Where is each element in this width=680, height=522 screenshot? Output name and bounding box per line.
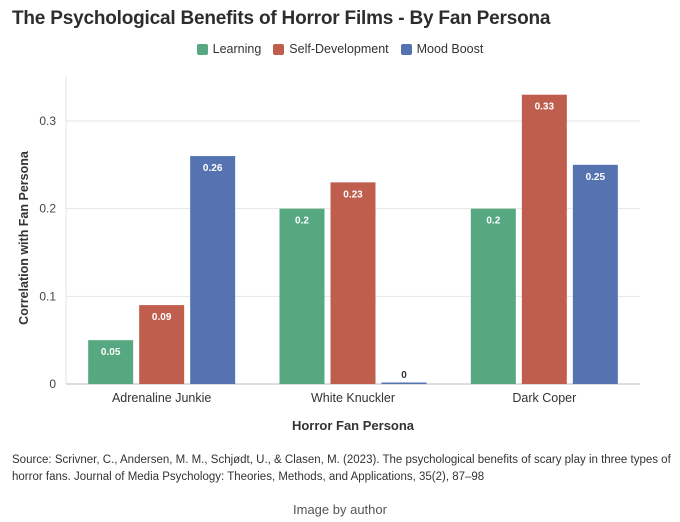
x-tick-label: White Knuckler <box>311 391 395 405</box>
data-label: 0.25 <box>586 172 606 183</box>
y-tick-label: 0.3 <box>39 114 56 128</box>
legend-swatch-learning <box>196 43 208 55</box>
bar-mood-boost-0 <box>190 156 236 384</box>
y-tick-label: 0.1 <box>39 289 56 303</box>
legend: Learning Self-Development Mood Boost <box>0 42 680 56</box>
bar-mood-boost-1 <box>381 382 427 384</box>
legend-label-self-development: Self-Development <box>289 42 389 56</box>
source-citation: Source: Scrivner, C., Andersen, M. M., S… <box>12 454 671 483</box>
legend-swatch-self-development <box>273 43 285 55</box>
data-label: 0.2 <box>295 216 309 227</box>
x-tick-label: Dark Coper <box>512 391 576 405</box>
legend-item-self-development[interactable]: Self-Development <box>273 42 389 56</box>
y-tick-label: 0.2 <box>39 202 56 216</box>
x-tick-label: Adrenaline Junkie <box>112 391 211 405</box>
data-label: 0.2 <box>486 216 500 227</box>
legend-item-learning[interactable]: Learning <box>196 42 262 56</box>
chart-title: The Psychological Benefits of Horror Fil… <box>12 8 551 29</box>
legend-label-mood-boost: Mood Boost <box>416 42 484 56</box>
data-label: 0.33 <box>535 102 555 113</box>
bar-self-development-0 <box>139 305 185 384</box>
bar-self-development-2 <box>521 94 567 384</box>
bar-learning-2 <box>470 208 516 384</box>
data-label: 0.09 <box>152 312 172 323</box>
data-label: 0 <box>401 370 407 381</box>
data-label: 0.26 <box>203 163 223 174</box>
bar-learning-0 <box>88 340 134 384</box>
bar-learning-1 <box>279 208 325 384</box>
legend-swatch-mood-boost <box>400 43 412 55</box>
bar-chart: 0 0.1 0.2 0.3 0.05 0.09 0.26 Adrenaline Junkie 0… <box>17 76 640 433</box>
y-axis-title: Correlation with Fan Persona <box>17 150 31 325</box>
y-tick-label: 0 <box>49 377 56 391</box>
legend-label-learning: Learning <box>212 42 262 56</box>
data-label: 0.05 <box>101 347 121 358</box>
data-label: 0.23 <box>343 189 363 200</box>
x-axis-title: Horror Fan Persona <box>292 418 415 433</box>
bar-self-development-1 <box>330 182 376 384</box>
bar-mood-boost-2 <box>572 164 618 384</box>
image-credit: Image by author <box>293 502 387 517</box>
legend-item-mood-boost[interactable]: Mood Boost <box>400 42 484 56</box>
